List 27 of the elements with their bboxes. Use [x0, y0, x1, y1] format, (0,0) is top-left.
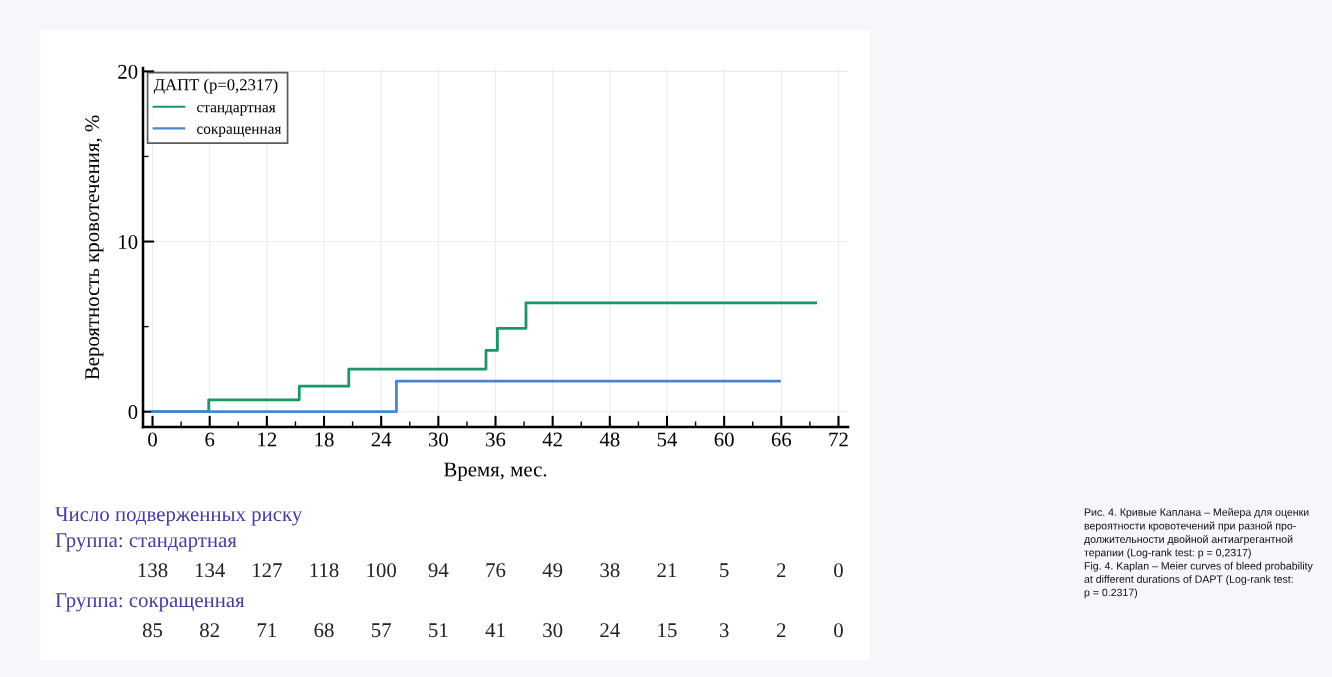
text: Группа: стандартная — [55, 533, 237, 552]
y-tick-label: 20 — [118, 64, 138, 79]
legend-title: ДАПТ (p=0,2317) — [153, 78, 278, 94]
text: Число подверженных риску — [55, 507, 303, 526]
legend-label: сокращенная — [197, 126, 282, 137]
x-tick-label: 42 — [542, 432, 562, 447]
x-axis-title: Время, мес. — [444, 462, 547, 481]
x-tick-label: 6 — [205, 432, 215, 447]
x-tick-label: 30 — [428, 432, 448, 447]
text: Рис. 4. Кривые Каплана – Мейера для оценки вероятности кровотечений при разной про- должительности двойной антиагрегантной терапии (Log-rank test: p = 0,2317) Fig. 4. Kaplan – Meier curves of bleed probability at different durations of DAPT (Log-rank test: p = 0.2317) — [1084, 508, 1313, 599]
x-tick-label: 66 — [771, 432, 792, 447]
x-tick-label: 0 — [148, 432, 157, 447]
x-tick-label: 36 — [486, 432, 506, 447]
x-tick-label: 54 — [657, 432, 678, 447]
x-tick-label: 24 — [371, 432, 392, 447]
y-tick-label: 10 — [119, 234, 138, 249]
text: Группа: сокращенная — [55, 593, 245, 612]
x-tick-label: 18 — [315, 432, 334, 447]
text: 85 82 71 68 57 51 41 30 24 15 3 2 0 — [142, 623, 843, 638]
x-tick-label: 12 — [258, 432, 277, 447]
y-tick-label: 0 — [128, 405, 138, 420]
x-tick-label: 72 — [829, 432, 848, 447]
legend-label: стандартная — [197, 104, 276, 116]
x-tick-label: 48 — [599, 432, 620, 447]
x-tick-label: 60 — [714, 432, 734, 447]
text: 138 134 127 118 100 94 76 49 38 21 5 2 0 — [138, 563, 843, 578]
y-axis-title: Вероятность кровотечения, % — [85, 115, 104, 380]
